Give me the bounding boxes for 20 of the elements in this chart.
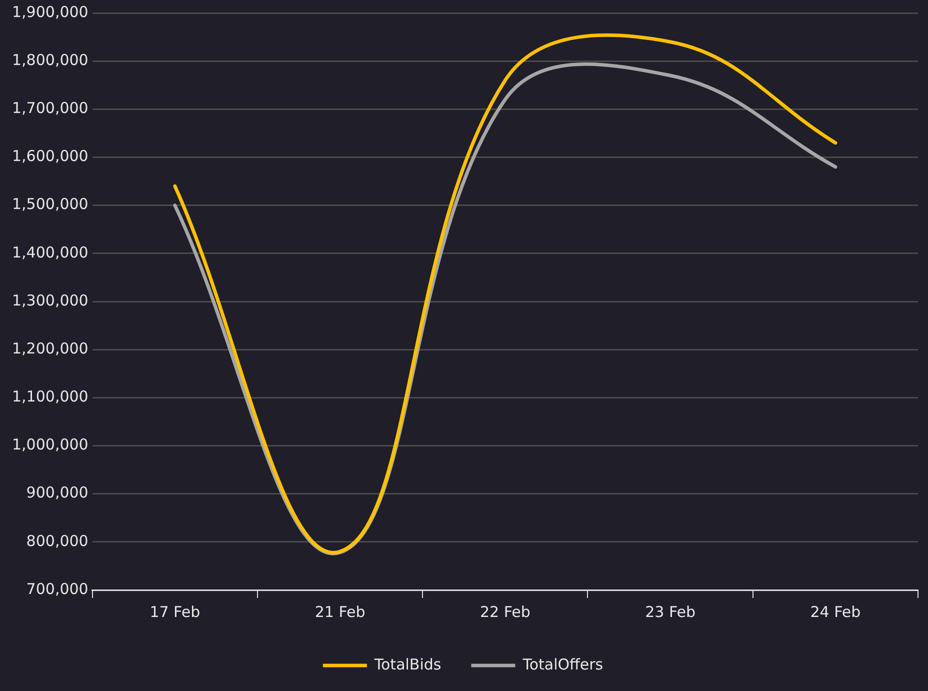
x-tick-label: 22 Feb	[480, 602, 530, 621]
y-tick-label: 1,100,000	[12, 388, 88, 406]
y-tick-label: 1,700,000	[12, 99, 88, 118]
y-tick-label: 800,000	[26, 532, 88, 550]
x-tick-label: 21 Feb	[314, 602, 366, 621]
y-tick-label: 1,500,000	[12, 195, 88, 214]
y-tick-label: 1,800,000	[12, 50, 88, 69]
legend-label: TotalBids	[373, 655, 442, 674]
y-tick-label: 1,900,000	[12, 2, 88, 21]
x-tick-label: 17 Feb	[150, 602, 200, 621]
y-tick-label: 1,200,000	[12, 339, 88, 358]
y-tick-label: 1,400,000	[12, 243, 88, 262]
y-tick-label: 1,300,000	[12, 291, 88, 310]
y-tick-label: 900,000	[26, 484, 88, 502]
y-tick-label: 1,600,000	[12, 147, 88, 166]
x-tick-label: 24 Feb	[810, 602, 861, 621]
legend-label: TotalOffers	[522, 655, 604, 674]
y-tick-label: 1,000,000	[12, 436, 88, 454]
x-tick-label: 23 Feb	[645, 602, 696, 621]
y-tick-label: 700,000	[26, 580, 88, 598]
